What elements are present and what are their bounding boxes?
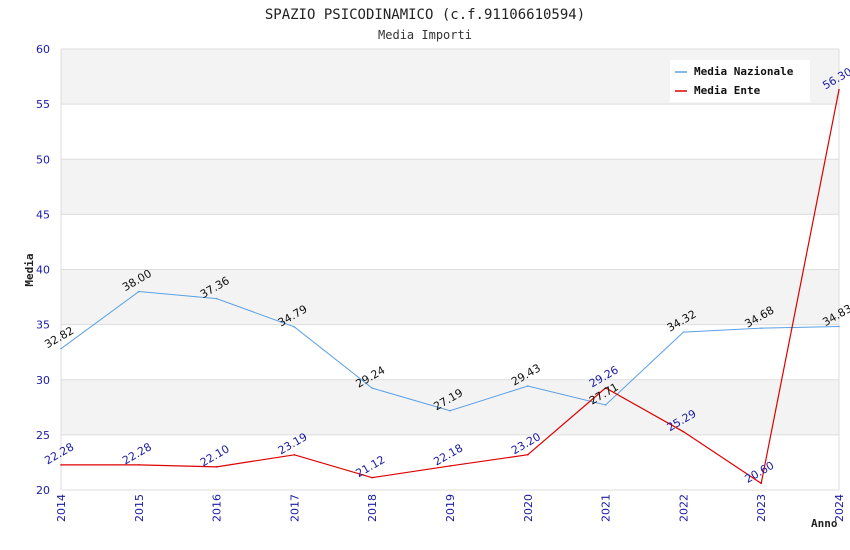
x-axis-label: Anno [811, 517, 838, 530]
y-tick-label: 60 [36, 43, 50, 56]
x-tick-label: 2016 [211, 494, 224, 522]
y-tick-label: 50 [36, 153, 50, 166]
legend-label-media-nazionale: Media Nazionale [694, 65, 794, 78]
chart-subtitle: Media Importi [378, 28, 472, 42]
y-axis-label: Media [23, 253, 36, 286]
data-point-media-ente [371, 476, 374, 479]
x-tick-label: 2022 [677, 494, 690, 522]
y-tick-label: 40 [36, 264, 50, 277]
x-tick-label: 2023 [755, 494, 768, 522]
y-tick-label: 45 [36, 208, 50, 221]
data-point-media-nazionale [604, 404, 607, 406]
y-tick-label: 30 [36, 374, 50, 387]
x-tick-label: 2024 [833, 494, 846, 522]
x-tick-label: 2021 [600, 494, 613, 522]
chart-title: SPAZIO PSICODINAMICO (c.f.91106610594) [265, 7, 585, 23]
gridlines [60, 48, 840, 491]
band [61, 269, 839, 325]
data-point-media-nazionale [138, 290, 140, 293]
data-point-media-nazionale [682, 331, 685, 333]
x-tick-labels: 2014 2015 2016 2017 2018 2019 2020 2021 2022 2023… [55, 494, 846, 522]
y-tick-labels: 20 25 30 35 40 45 50 55 60 [36, 43, 50, 497]
data-point-media-nazionale [60, 347, 62, 350]
data-point-media-ente [60, 464, 62, 466]
band [61, 379, 839, 435]
data-point-media-ente [215, 466, 218, 468]
data-point-media-nazionale [760, 327, 762, 329]
x-tick-label: 2019 [444, 494, 457, 522]
band [61, 104, 839, 160]
band [61, 434, 839, 490]
background-bands [61, 49, 839, 490]
data-point-media-nazionale [449, 409, 451, 412]
y-tick-label: 35 [36, 319, 50, 332]
data-point-media-ente [682, 430, 685, 433]
legend-box [670, 60, 810, 102]
data-point-media-nazionale [215, 297, 218, 300]
x-tick-label: 2017 [288, 494, 301, 522]
data-point-media-nazionale [371, 387, 374, 389]
data-point-media-ente [604, 387, 607, 389]
y-tick-label: 25 [36, 429, 50, 442]
data-point-media-nazionale [838, 325, 840, 328]
y-tick-label: 20 [36, 484, 50, 497]
data-point-media-ente [449, 465, 451, 467]
legend-label-media-ente: Media Ente [694, 84, 761, 97]
legend: Media Nazionale Media Ente [670, 60, 810, 102]
x-tick-label: 2018 [366, 494, 379, 522]
data-point-media-ente [527, 453, 529, 456]
band [61, 214, 839, 270]
x-tick-label: 2014 [55, 494, 68, 522]
data-point-media-ente [293, 454, 296, 456]
data-point-media-ente [138, 464, 140, 466]
band [61, 159, 839, 215]
data-point-media-ente [838, 88, 840, 91]
x-tick-label: 2020 [522, 494, 535, 522]
band [61, 324, 839, 380]
data-point-media-nazionale [527, 385, 529, 387]
y-tick-label: 55 [36, 98, 50, 111]
x-tick-label: 2015 [133, 494, 146, 522]
data-point-media-nazionale [293, 326, 296, 328]
data-point-media-ente [760, 482, 762, 485]
series-lines [60, 88, 840, 485]
